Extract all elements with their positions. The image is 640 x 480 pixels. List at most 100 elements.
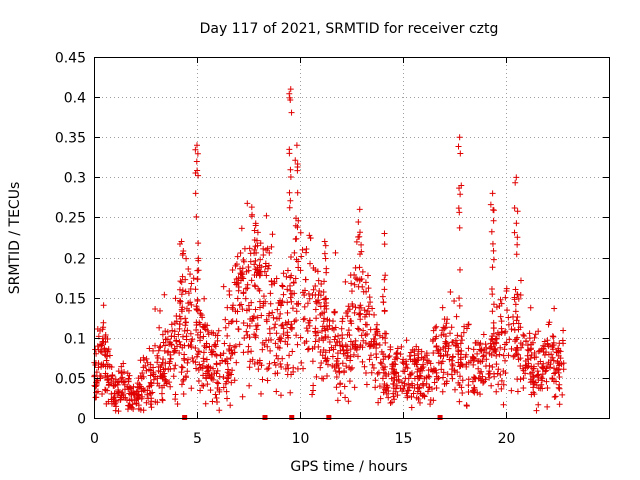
data-point [104,373,111,380]
data-point [514,334,521,341]
data-point [527,379,534,386]
data-point [344,331,351,338]
data-point [194,142,200,149]
data-point [369,361,376,368]
data-point [404,392,411,399]
data-point [334,339,341,346]
data-point [321,278,328,285]
data-point [263,246,270,253]
data-point [323,357,330,364]
data-point [523,338,530,345]
data-point [300,316,307,323]
data-point [303,245,310,252]
data-point [268,336,275,343]
data-point [495,366,502,373]
data-point [354,353,361,360]
data-point [189,336,196,343]
data-point [294,365,301,372]
data-point [441,325,448,332]
data-point [189,354,196,361]
data-point [156,324,163,331]
data-point [533,354,540,361]
data-point [280,291,287,298]
data-point [540,348,547,355]
data-point [356,206,363,213]
data-point [362,279,369,286]
data-point [361,307,368,314]
data-point [334,397,341,404]
data-point [195,307,202,314]
data-point [345,398,352,405]
data-point [217,360,224,367]
data-point [409,382,416,389]
data-point [363,381,370,388]
data-point [456,209,463,216]
data-point [321,309,328,316]
data-point [352,337,359,344]
data-point [411,348,418,355]
x-tick-label: 20 [498,431,516,447]
data-point [283,273,290,280]
data-point [352,345,359,352]
data-point [326,339,333,346]
data-point [381,308,388,315]
data-point [240,319,247,326]
data-point [228,347,235,354]
data-point [164,328,171,335]
data-point [505,321,512,328]
x-tick-label: 0 [90,431,99,447]
data-point [456,134,463,141]
data-point [465,376,472,383]
data-point [152,373,159,380]
data-point [244,200,251,207]
data-point [373,325,380,332]
data-point [414,350,421,357]
data-point [487,340,494,347]
data-point [227,355,234,362]
data-point [440,353,447,360]
data-point [381,230,388,237]
data-point [420,392,427,399]
data-point [172,295,179,302]
data-point [292,222,299,229]
data-point [102,387,109,394]
data-point [137,357,144,364]
data-point [214,379,221,386]
data-point [371,336,378,342]
data-point [360,337,367,344]
data-point [195,367,202,374]
data-point [244,332,251,339]
data-point [252,306,259,313]
data-point [368,369,375,376]
data-point [489,308,496,315]
data-point [97,348,104,355]
data-point [375,399,382,406]
data-point [441,381,448,388]
data-point [184,327,191,334]
data-point [312,266,319,273]
data-point [180,250,187,257]
data-point [372,377,379,384]
data-point [556,401,563,408]
data-point [477,340,484,347]
data-point [234,295,241,302]
data-point [551,305,558,312]
data-point [223,388,230,395]
data-point [536,347,543,354]
data-point [359,358,366,365]
data-point [165,348,172,355]
data-point [552,393,559,400]
data-point [344,308,351,315]
data-point [493,388,500,395]
data-point [356,229,363,236]
data-point [170,373,177,380]
data-point [394,350,401,357]
data-point [456,398,463,405]
data-point [498,385,505,392]
data-point [178,279,185,286]
data-point [215,327,222,334]
data-point [459,337,466,344]
data-point [287,389,294,396]
data-point [220,374,227,381]
data-point [235,283,242,290]
